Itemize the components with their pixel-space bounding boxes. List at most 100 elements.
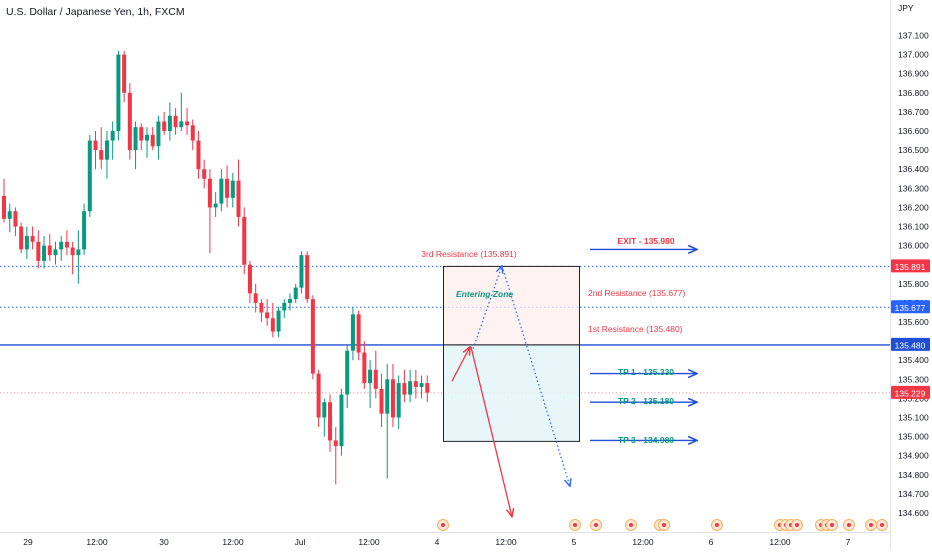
candle-body [82,211,87,250]
candle [162,111,167,135]
candle [196,131,201,179]
candle [110,121,115,160]
price-tag-label: 135.480 [895,340,926,350]
candle-body [207,178,212,208]
candle [36,230,41,269]
candle-body [110,131,115,141]
event-marker-dot [795,523,799,527]
candle [139,123,144,151]
candle-body [139,127,144,141]
price-tick-label: 135.800 [898,279,929,289]
candle [282,299,287,319]
candle-body [93,140,98,151]
time-tick-label: 4 [435,537,440,547]
time-tick-label: 12:00 [86,537,108,547]
candle [293,283,298,303]
candle-body [19,226,24,250]
candle-body [36,241,41,261]
price-tag-label: 135.229 [895,388,926,398]
candle-body [310,299,315,374]
price-tag: 135.480 [891,337,930,351]
candle [305,251,310,303]
candle [247,260,252,303]
candle-body [127,92,132,151]
candle [322,398,327,437]
projection-arrow-down [470,346,512,517]
price-tick-label: 134.900 [898,451,929,461]
time-tick-label: 12:00 [222,537,244,547]
candle-body [13,211,18,227]
price-tick-label: 135.600 [898,317,929,327]
event-marker-dot [715,523,719,527]
candle-body [24,236,29,250]
entering-zone-label: Entering Zone [456,289,513,299]
candle [236,159,241,227]
price-tick-label: 137.000 [898,50,929,60]
price-tick-label: 134.600 [898,508,929,518]
resistance-1-label: 1st Resistance (135.480) [588,324,683,334]
candle [265,299,270,326]
candle [373,350,378,399]
candle-body [104,140,109,160]
candle-body [167,115,172,131]
candle [230,173,235,208]
candle-body [265,312,270,319]
candle-body [196,140,201,170]
price-tick-label: 136.900 [898,69,929,79]
candle-body [345,350,350,395]
candle-body [379,388,384,414]
candle-body [339,394,344,447]
candle-body [7,211,12,219]
candle-body [396,383,401,418]
candle-body [53,249,58,256]
candle-body [145,134,149,141]
candle [173,108,178,135]
candle-body [213,203,218,208]
candle-body [219,178,224,204]
candle [402,369,407,403]
candle-body [328,402,333,441]
candle [7,203,12,233]
projection-arrow-up [451,347,470,382]
candle-body [276,310,281,332]
candle-body [47,245,52,256]
price-tag-label: 135.891 [895,262,926,272]
candle-body [259,302,264,313]
candle [425,375,430,403]
target-zone-box [443,344,580,442]
candle-body [190,125,195,141]
candle [185,108,190,135]
candle [99,127,104,170]
candle [408,369,413,403]
candle [213,192,218,217]
candle-body [76,249,81,256]
candle-body [373,369,378,389]
candle-body [42,245,47,261]
candle [242,207,247,275]
candle [104,131,109,179]
target-label: TP 3 - 134.980 [618,435,674,445]
time-tick-label: 12:00 [495,537,517,547]
candle [82,203,87,256]
candle-body [179,121,184,128]
candle-body [288,299,292,303]
currency-label: JPY [898,3,914,13]
candle [288,293,292,311]
time-tick-label: 29 [23,537,33,547]
price-tick-label: 136.000 [898,241,929,251]
price-tick-label: 134.800 [898,470,929,480]
candle [259,299,264,322]
candle [190,119,195,151]
candle-body [316,373,321,418]
candle-body [253,293,258,303]
chart-title: U.S. Dollar / Japanese Yen, 1h, FXCM [6,6,185,18]
candle-body [350,314,355,351]
candle [30,226,35,250]
candle [207,169,212,254]
candle-body [156,121,161,147]
candle [219,169,224,212]
price-tick-label: 136.200 [898,202,929,212]
price-tick-label: 136.600 [898,126,929,136]
